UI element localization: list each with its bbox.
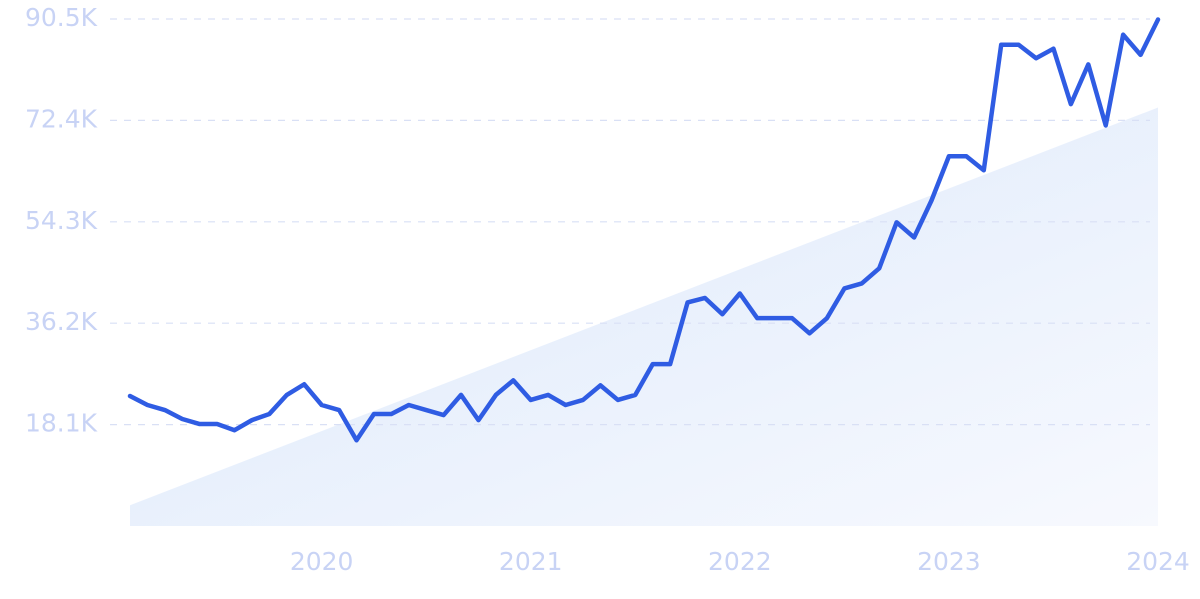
y-tick-label: 36.2K bbox=[25, 307, 98, 336]
x-tick-label: 2022 bbox=[708, 547, 772, 576]
x-tick-label: 2021 bbox=[499, 547, 563, 576]
y-tick-label: 54.3K bbox=[25, 206, 98, 235]
y-tick-label: 18.1K bbox=[25, 409, 98, 438]
x-tick-label: 2024 bbox=[1126, 547, 1190, 576]
y-tick-label: 72.4K bbox=[25, 104, 98, 133]
line bbox=[127, 17, 1161, 443]
x-tick-label: 2020 bbox=[290, 547, 354, 576]
x-tick-label: 2023 bbox=[917, 547, 981, 576]
y-tick-label: 90.5K bbox=[25, 3, 98, 32]
trend-area bbox=[130, 107, 1158, 526]
